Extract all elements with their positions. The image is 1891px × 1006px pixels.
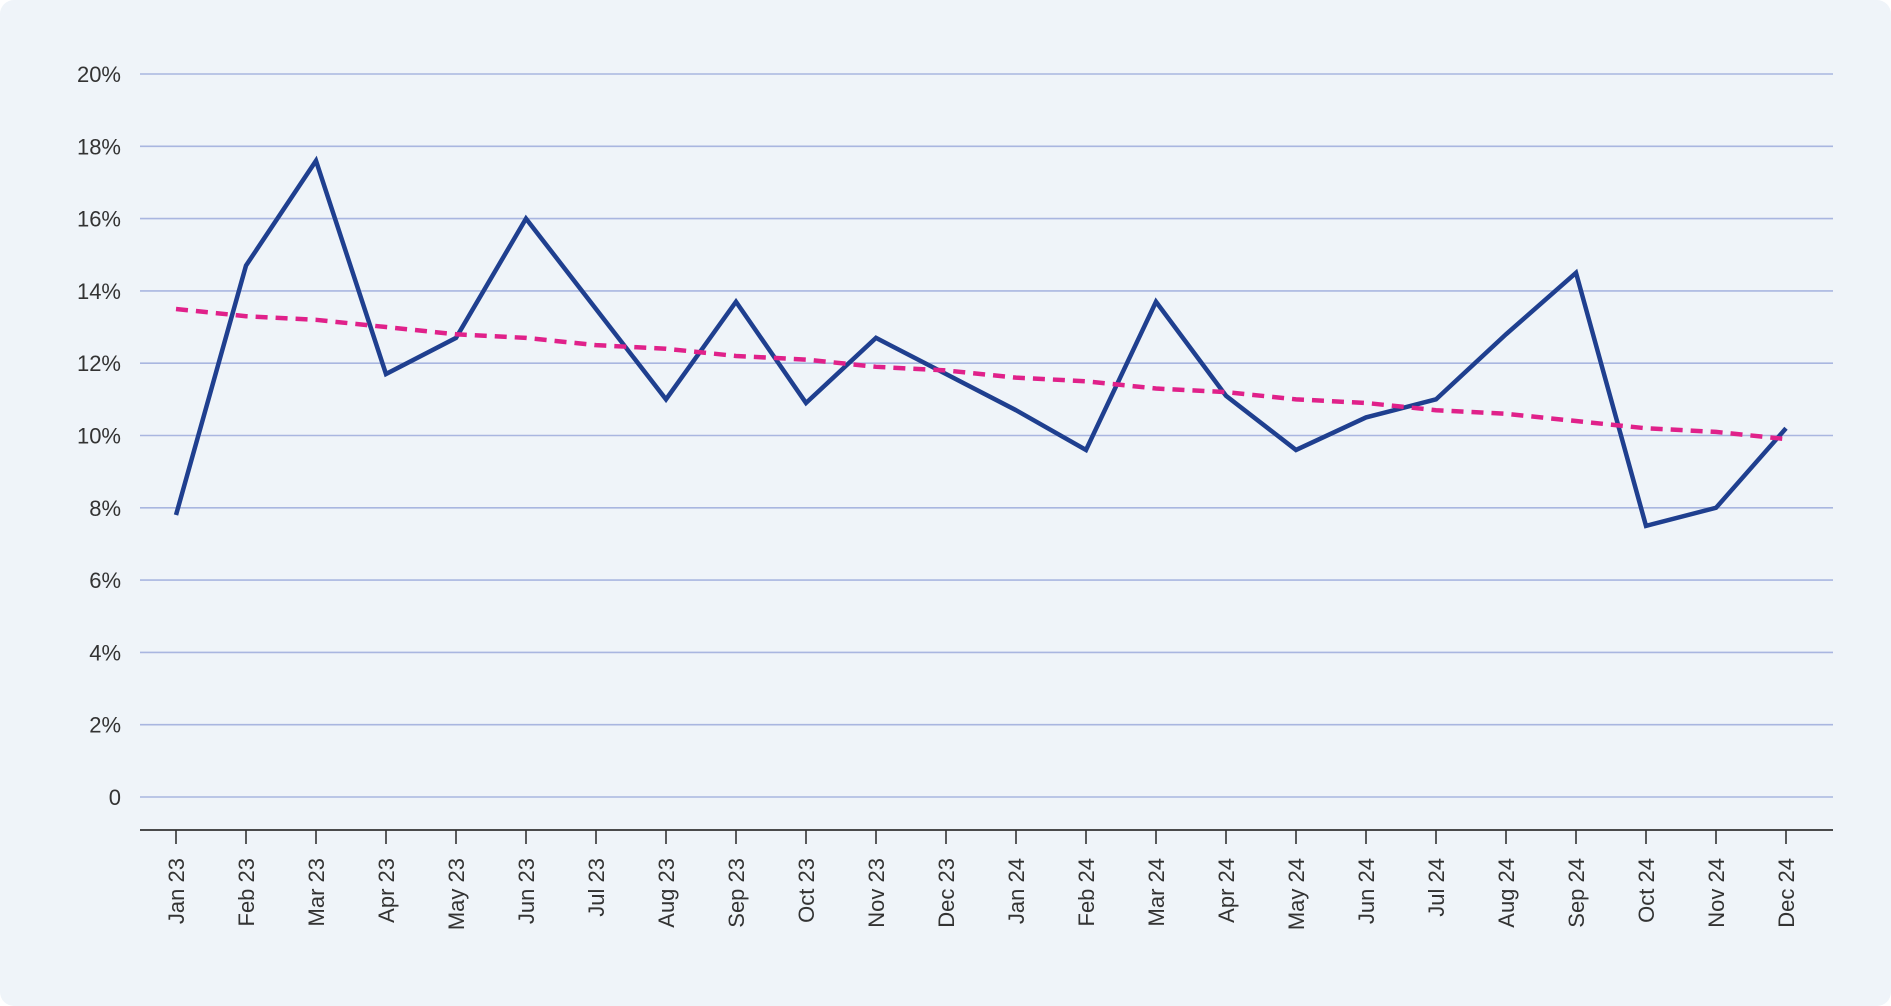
y-tick-label: 14% xyxy=(77,279,121,304)
x-tick-label: Dec 24 xyxy=(1774,858,1799,928)
x-tick-label: Jul 24 xyxy=(1424,858,1449,917)
x-tick-label: Mar 23 xyxy=(304,858,329,926)
y-tick-label: 0 xyxy=(109,785,121,810)
y-tick-label: 8% xyxy=(89,496,121,521)
y-tick-label: 20% xyxy=(77,62,121,87)
x-tick-label: Jun 23 xyxy=(514,858,539,924)
x-tick-label: Dec 23 xyxy=(934,858,959,928)
x-tick-label: Mar 24 xyxy=(1144,858,1169,926)
trend-line xyxy=(175,306,1787,442)
y-tick-label: 10% xyxy=(77,424,121,449)
y-axis-tick-labels: 0 2% 4% 6% 8% 10% 12% 14% 16% 18% 20% xyxy=(77,62,121,810)
gridlines xyxy=(140,73,1833,798)
x-tick-label: Feb 23 xyxy=(234,858,259,927)
y-tick-label: 18% xyxy=(77,134,121,159)
x-tick-label: Jul 23 xyxy=(584,858,609,917)
x-tick-label: Sep 24 xyxy=(1564,858,1589,928)
y-tick-label: 6% xyxy=(89,568,121,593)
x-tick-label: Jan 23 xyxy=(164,858,189,924)
x-tick-label: Nov 23 xyxy=(864,858,889,928)
x-tick-label: Jun 24 xyxy=(1354,858,1379,924)
x-tick-label: Aug 24 xyxy=(1494,858,1519,928)
y-tick-label: 16% xyxy=(77,207,121,232)
x-tick-label: May 23 xyxy=(444,858,469,930)
x-tick-label: Feb 24 xyxy=(1074,858,1099,927)
x-tick-label: Aug 23 xyxy=(654,858,679,928)
y-tick-label: 2% xyxy=(89,713,121,738)
y-tick-label: 4% xyxy=(89,640,121,665)
data-series-line xyxy=(173,155,1788,529)
series-lines xyxy=(173,155,1788,529)
x-tick-label: Oct 23 xyxy=(794,858,819,923)
x-tick-label: Nov 24 xyxy=(1704,858,1729,928)
y-tick-label: 12% xyxy=(77,351,121,376)
x-tick-label: Sep 23 xyxy=(724,858,749,928)
x-tick-label: May 24 xyxy=(1284,858,1309,930)
x-tick-label: Apr 24 xyxy=(1214,858,1239,923)
x-tick-label: Apr 23 xyxy=(374,858,399,923)
x-tick-label: Jan 24 xyxy=(1004,858,1029,924)
x-tick-label: Oct 24 xyxy=(1634,858,1659,923)
x-axis: Jan 23 Feb 23 Mar 23 Apr 23 May 23 Jun 23 Jul … xyxy=(140,829,1833,930)
